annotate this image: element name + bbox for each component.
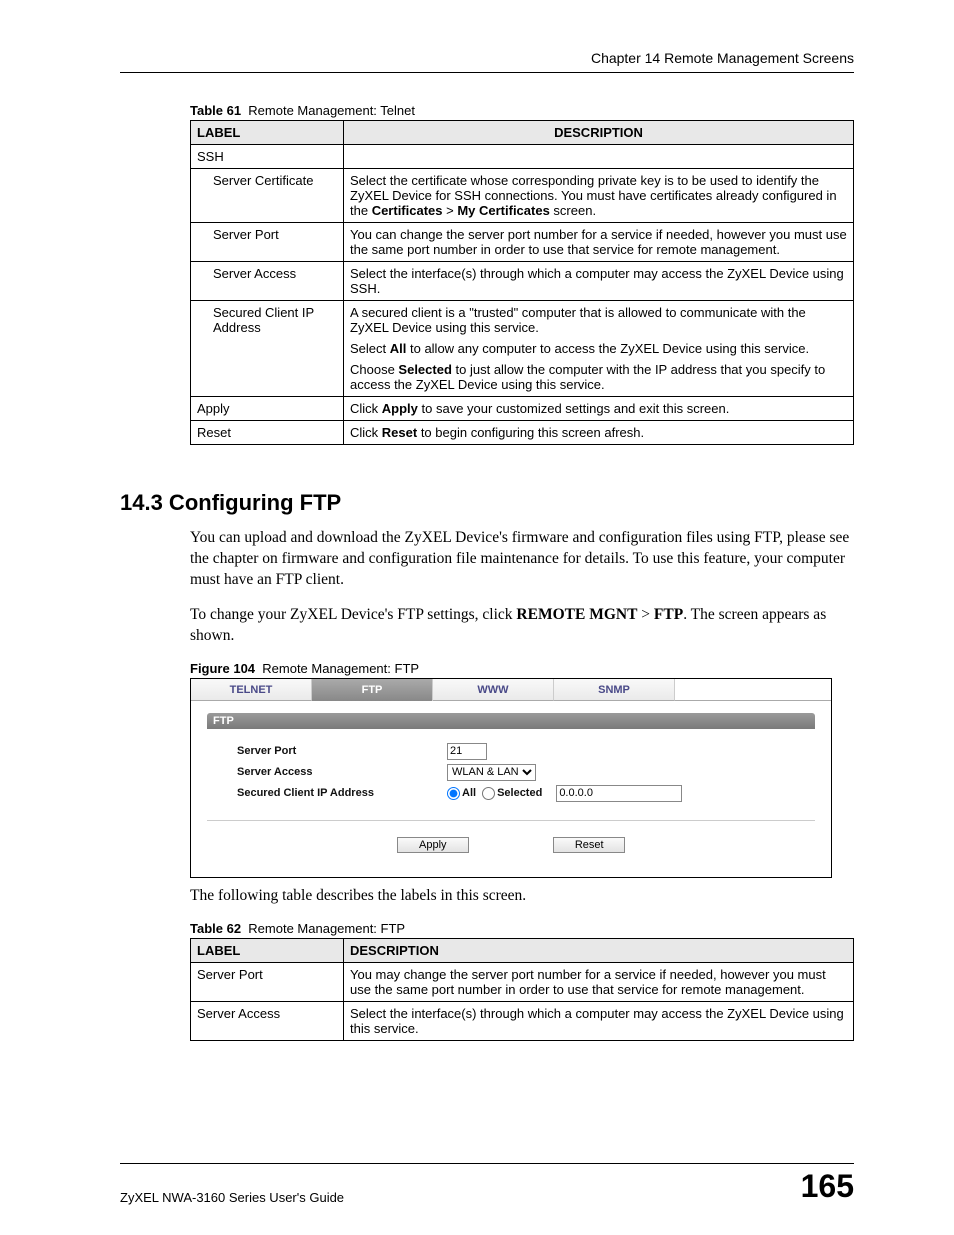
table62: LABEL DESCRIPTION Server Port You may ch… [190,938,854,1041]
figure104-caption-text: Remote Management: FTP [262,661,419,676]
text: A secured client is a "trusted" computer… [350,305,847,335]
text-bold: My Certificates [457,203,549,218]
text: to allow any computer to access the ZyXE… [406,341,809,356]
secured-ip-input[interactable] [556,785,682,802]
footer-rule [120,1163,854,1164]
section-heading: 14.3 Configuring FTP [120,490,854,516]
text-bold: Reset [382,425,417,440]
text: screen. [550,203,596,218]
text: > [637,606,654,623]
cell-desc: Select the certificate whose correspondi… [344,169,854,223]
footer: ZyXEL NWA-3160 Series User's Guide 165 [120,1163,854,1205]
table-row: Server Access Select the interface(s) th… [191,1001,854,1040]
text-bold: All [390,341,407,356]
text: Choose [350,362,398,377]
cell-desc: You can change the server port number fo… [344,223,854,262]
body-paragraph: You can upload and download the ZyXEL De… [190,528,854,591]
table-row: Server Certificate Select the certificat… [191,169,854,223]
tabs: TELNET FTP WWW SNMP [191,679,831,701]
table62-caption-text: Remote Management: FTP [248,921,405,936]
cell-label: Server Access [191,262,344,301]
reset-button[interactable]: Reset [553,837,625,853]
footer-guide: ZyXEL NWA-3160 Series User's Guide [120,1190,344,1205]
table61-caption: Table 61 Remote Management: Telnet [190,103,854,118]
tab-www[interactable]: WWW [433,679,554,701]
text-bold: REMOTE MGNT [516,606,637,623]
apply-button[interactable]: Apply [397,837,469,853]
table-row: Server Port You can change the server po… [191,223,854,262]
radio-selected[interactable] [482,787,495,800]
table-row: Reset Click Reset to begin configuring t… [191,421,854,445]
page-number: 165 [801,1168,854,1205]
row-server-port: Server Port [237,743,797,760]
text: Choose Selected to just allow the comput… [350,362,847,392]
text-bold: Apply [382,401,418,416]
text-bold: Certificates [372,203,443,218]
tab-ftp[interactable]: FTP [312,679,433,701]
header-rule [120,72,854,73]
table61-th-label: LABEL [191,121,344,145]
chapter-header: Chapter 14 Remote Management Screens [120,50,854,66]
text: > [443,203,458,218]
cell-desc: Select the interface(s) through which a … [344,262,854,301]
server-access-select[interactable]: WLAN & LAN [447,764,536,781]
cell-label: Server Certificate [191,169,344,223]
cell-label: Apply [191,397,344,421]
text: Click [350,425,382,440]
cell-desc: Select the interface(s) through which a … [344,1001,854,1040]
table61-caption-text: Remote Management: Telnet [248,103,415,118]
text: to begin configuring this screen afresh. [417,425,644,440]
cell-label: Secured Client IP Address [191,301,344,397]
cell-label: Reset [191,421,344,445]
table61-th-desc: DESCRIPTION [344,121,854,145]
tab-telnet[interactable]: TELNET [191,679,312,701]
row-server-access: Server Access WLAN & LAN [237,764,797,781]
group-header-ftp: FTP [207,713,815,729]
table62-th-label: LABEL [191,938,344,962]
cell-label: Server Port [191,962,344,1001]
table-row: SSH [191,145,854,169]
body-paragraph: To change your ZyXEL Device's FTP settin… [190,605,854,647]
radio-selected-label: Selected [497,787,542,799]
table-row: Server Access Select the interface(s) th… [191,262,854,301]
cell-desc: You may change the server port number fo… [344,962,854,1001]
cell-desc: A secured client is a "trusted" computer… [344,301,854,397]
table61: LABEL DESCRIPTION SSH Server Certificate… [190,120,854,445]
table-row: Secured Client IP Address A secured clie… [191,301,854,397]
label-server-access: Server Access [237,766,447,778]
cell-desc [344,145,854,169]
radio-all-label: All [462,787,476,799]
text: Select All to allow any computer to acce… [350,341,847,356]
figure104-caption-num: Figure 104 [190,661,255,676]
cell-label: SSH [191,145,344,169]
label-secured-client-ip: Secured Client IP Address [237,787,447,799]
text-bold: FTP [654,606,683,623]
radio-all[interactable] [447,787,460,800]
text: To change your ZyXEL Device's FTP settin… [190,606,516,623]
tab-snmp[interactable]: SNMP [554,679,675,701]
figure104-caption: Figure 104 Remote Management: FTP [190,661,854,676]
text: Click [350,401,382,416]
table62-th-desc: DESCRIPTION [344,938,854,962]
cell-desc: Click Reset to begin configuring this sc… [344,421,854,445]
table-row: Server Port You may change the server po… [191,962,854,1001]
cell-label: Server Access [191,1001,344,1040]
row-secured-client-ip: Secured Client IP Address All Selected [237,785,797,802]
label-server-port: Server Port [237,745,447,757]
post-figure-text: The following table describes the labels… [190,886,854,907]
text: Select [350,341,390,356]
table62-caption-num: Table 62 [190,921,241,936]
text-bold: Selected [398,362,451,377]
table-row: Apply Click Apply to save your customize… [191,397,854,421]
cell-desc: Click Apply to save your customized sett… [344,397,854,421]
figure104-screenshot: TELNET FTP WWW SNMP FTP Server Port Serv… [190,678,832,878]
server-port-input[interactable] [447,743,487,760]
cell-label: Server Port [191,223,344,262]
text: to save your customized settings and exi… [418,401,729,416]
table61-caption-num: Table 61 [190,103,241,118]
table62-caption: Table 62 Remote Management: FTP [190,921,854,936]
tabs-spacer [675,679,831,701]
